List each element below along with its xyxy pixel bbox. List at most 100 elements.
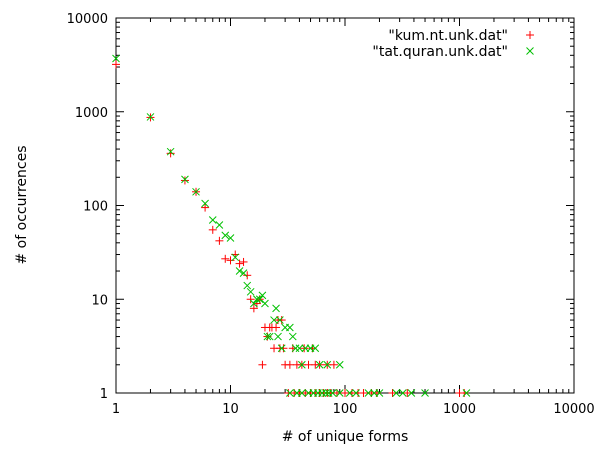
data-point (321, 389, 330, 397)
data-point (201, 199, 209, 208)
data-point (403, 389, 412, 397)
data-point (335, 360, 344, 369)
data-point (239, 257, 248, 266)
data-point (215, 236, 224, 245)
y-tick-label: 100 (83, 200, 108, 215)
data-point (270, 316, 278, 324)
data-point (388, 389, 397, 397)
data-point (285, 360, 294, 369)
data-point (392, 389, 401, 397)
data-point (304, 360, 313, 369)
legend: "kum.nt.unk.dat""tat.quran.unk.dat" (372, 28, 534, 60)
data-point (253, 295, 261, 304)
data-point (112, 60, 120, 69)
x-tick-label: 1000 (443, 402, 476, 417)
data-point (421, 389, 429, 397)
plot-frame (115, 17, 575, 394)
data-point (235, 267, 244, 275)
data-point (258, 360, 267, 369)
data-point (462, 389, 471, 397)
data-point (323, 360, 332, 369)
y-tick-label: 10000 (67, 12, 108, 27)
data-point (277, 316, 286, 325)
data-point (398, 389, 407, 397)
data-point (277, 344, 286, 353)
data-point (181, 175, 189, 184)
data-point (272, 304, 280, 313)
x-tick-label: 100 (333, 402, 358, 417)
data-point (231, 253, 240, 262)
data-point (221, 254, 230, 263)
data-point (243, 271, 252, 280)
data-point (246, 287, 255, 296)
legend-marker (526, 47, 534, 55)
data-point (298, 389, 306, 397)
y-tick-label: 10 (91, 293, 108, 308)
data-point (261, 299, 269, 308)
data-point (329, 360, 338, 369)
data-point (328, 389, 337, 397)
data-point (258, 291, 267, 300)
data-point (276, 316, 284, 324)
data-point (311, 344, 320, 353)
series-1 (112, 60, 469, 397)
data-point (407, 389, 416, 397)
data-point (318, 389, 326, 397)
data-point (243, 281, 252, 290)
plot-points (112, 54, 471, 397)
y-axis-label: # of occurrences (14, 145, 30, 264)
data-point (239, 269, 248, 277)
data-point (246, 295, 255, 304)
data-point (288, 332, 297, 341)
data-point (146, 113, 155, 121)
data-point (286, 323, 294, 332)
data-point (255, 295, 264, 304)
data-point (375, 389, 384, 397)
data-point (180, 176, 189, 185)
data-point (272, 323, 281, 332)
data-point (226, 256, 235, 265)
data-point (295, 344, 304, 353)
data-point (208, 225, 217, 234)
data-point (335, 389, 344, 397)
data-point (112, 54, 120, 63)
data-point (250, 299, 258, 308)
data-point (315, 360, 324, 369)
legend-label: "kum.nt.unk.dat" (388, 28, 508, 44)
x-tick-label: 10000 (553, 402, 594, 417)
data-point (201, 203, 210, 212)
data-point (341, 389, 349, 397)
data-point (279, 344, 288, 353)
x-axis: 1 10 100 1000 10000 (112, 18, 595, 417)
data-point (166, 149, 175, 158)
data-point (286, 389, 294, 397)
data-point (221, 231, 230, 240)
y-tick-label: 1 (100, 387, 108, 402)
x-axis-label: # of unique forms (282, 429, 409, 445)
data-point (192, 187, 200, 196)
y-tick-label: 1000 (75, 106, 108, 121)
data-point (298, 360, 306, 369)
x-tick-label: 10 (222, 402, 239, 417)
legend-marker (526, 31, 534, 39)
data-point (166, 147, 175, 156)
data-point (359, 389, 368, 397)
data-point (249, 304, 258, 313)
data-point (215, 221, 224, 229)
data-point (345, 389, 354, 397)
data-point (208, 216, 217, 224)
data-point (263, 332, 272, 341)
data-point (291, 344, 300, 353)
x-tick-label: 1 (112, 402, 120, 417)
data-point (226, 234, 235, 242)
y-axis: 1 10 100 1000 10000 (67, 12, 574, 402)
data-point (352, 389, 360, 397)
data-point (300, 344, 309, 353)
legend-label: "tat.quran.unk.dat" (372, 44, 508, 60)
series-2 (112, 54, 471, 397)
data-point (235, 259, 244, 268)
data-point (265, 332, 274, 341)
data-point (364, 389, 373, 397)
data-point (274, 332, 282, 341)
